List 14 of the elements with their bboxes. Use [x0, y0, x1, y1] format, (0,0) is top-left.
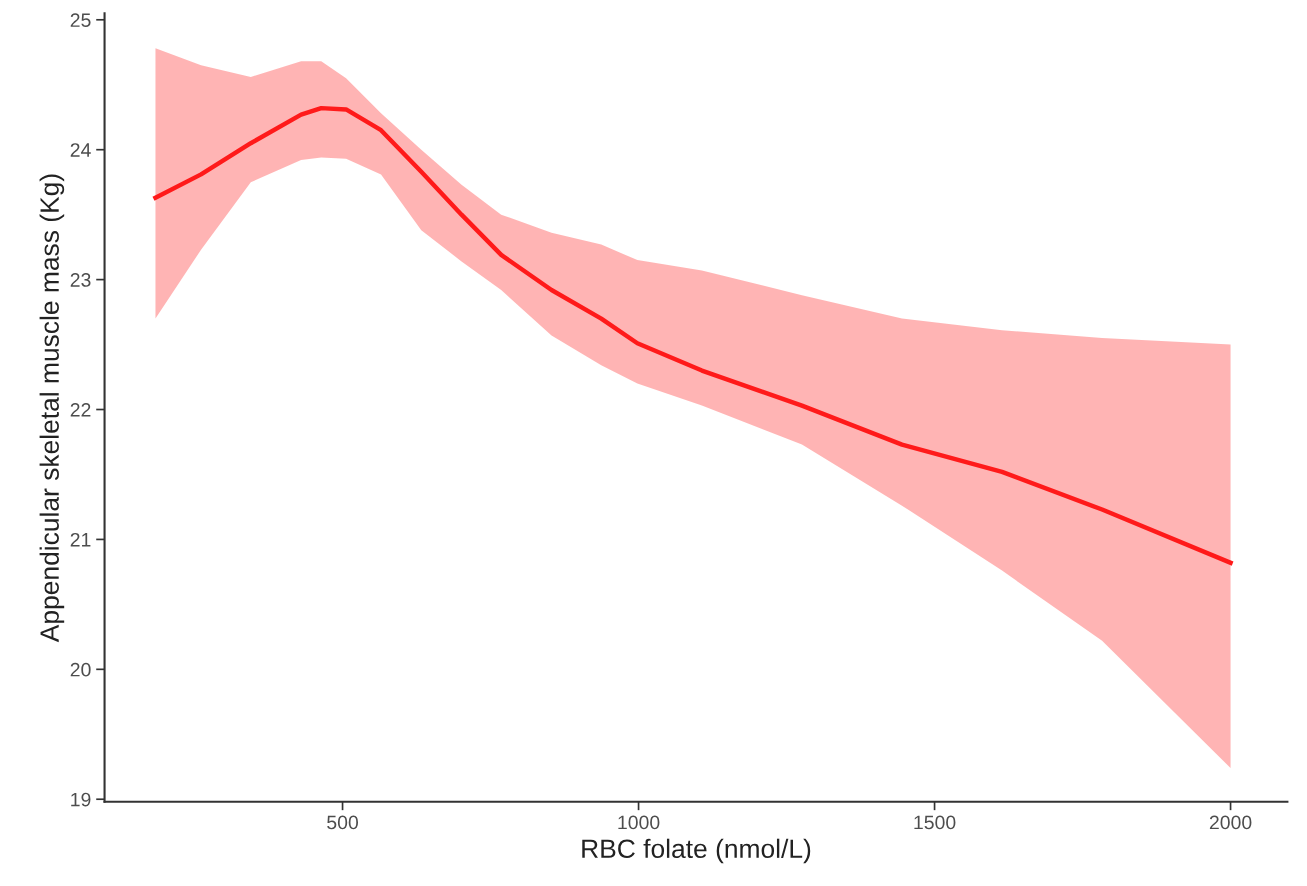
x-tick-label: 1000 — [618, 815, 660, 830]
y-tick-label: 25 — [70, 13, 91, 28]
y-tick-label: 21 — [70, 532, 91, 547]
line-series — [153, 105, 1233, 566]
y-tick-label: 19 — [71, 792, 91, 807]
y-tick-label: 22 — [70, 402, 91, 417]
y-tick-label: 20 — [70, 662, 91, 677]
y-axis-title: Appendicular skeletal muscle mass (Kg) — [39, 174, 65, 643]
x-axis-title: RBC folate (nmol/L) — [582, 838, 811, 864]
y-tick-label: 23 — [70, 273, 91, 287]
x-tick-label: 2000 — [1209, 815, 1252, 830]
y-tick-label: 24 — [70, 143, 91, 157]
x-tick-label: 500 — [327, 815, 359, 830]
x-tick-label: 1500 — [914, 815, 956, 830]
